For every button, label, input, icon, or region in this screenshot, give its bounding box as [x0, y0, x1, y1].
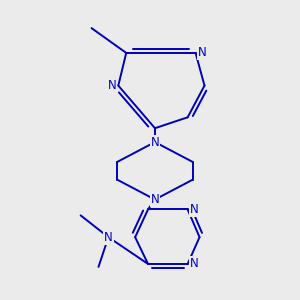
Text: N: N [108, 79, 116, 92]
Text: N: N [104, 231, 113, 244]
Text: N: N [151, 193, 159, 206]
Text: N: N [190, 257, 198, 270]
Text: N: N [151, 136, 159, 148]
Text: N: N [190, 203, 198, 216]
Text: N: N [198, 46, 206, 59]
